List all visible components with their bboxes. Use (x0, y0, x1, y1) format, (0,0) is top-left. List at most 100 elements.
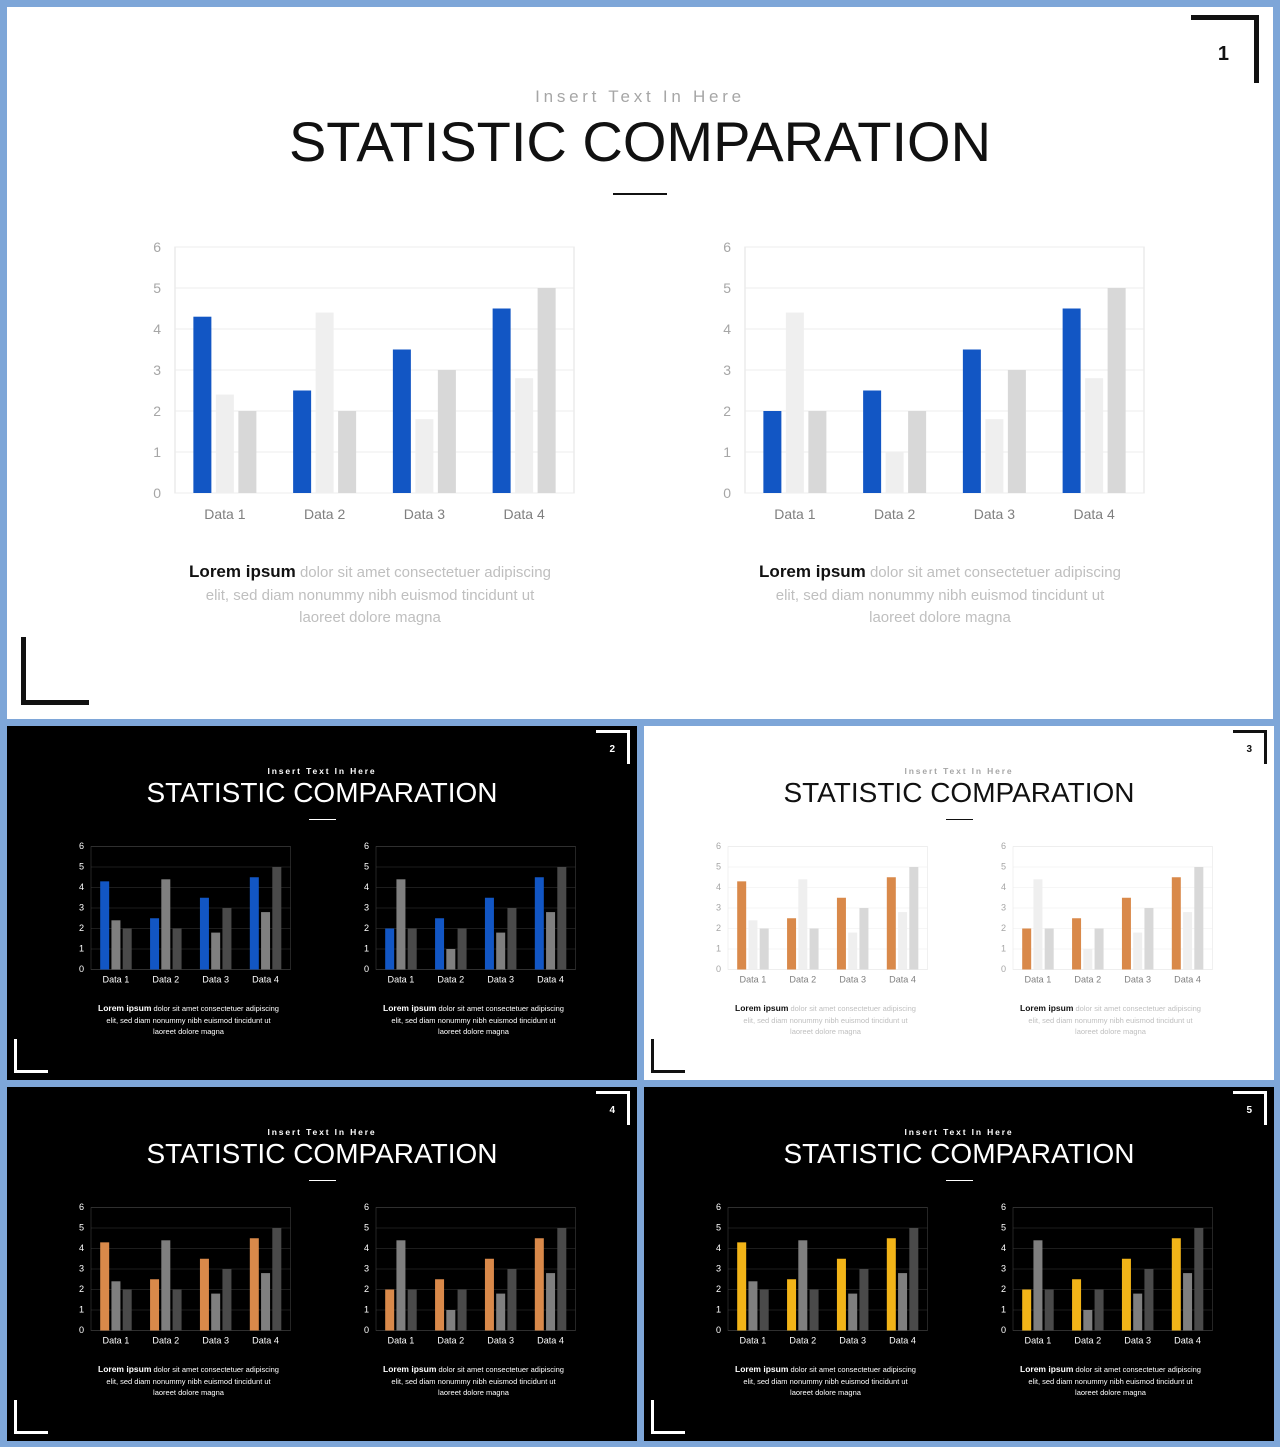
bar-data-2-series-1 (787, 1278, 797, 1330)
x-category-label: Data 3 (839, 1335, 866, 1345)
slide-subtitle: Insert Text In Here (267, 1127, 377, 1137)
x-category-label: Data 2 (437, 974, 464, 984)
x-category-label: Data 4 (1174, 1335, 1201, 1345)
x-category-label: Data 2 (789, 974, 816, 984)
slide-1[interactable]: Insert Text In Here STATISTIC COMPARATION… (7, 7, 1273, 719)
slide-3[interactable]: Insert Text In Here STATISTIC COMPARATION… (644, 726, 1274, 1080)
bar-data-4-series-1 (1171, 1237, 1181, 1330)
caption-lead: Lorem ipsum (759, 562, 866, 581)
bar-data-4-series-3 (1194, 866, 1204, 969)
bar-data-3-series-3 (507, 907, 517, 969)
x-category-label: Data 1 (388, 1335, 415, 1345)
bar-data-2-series-2 (161, 1239, 171, 1330)
bar-data-4-series-3 (909, 866, 919, 969)
y-tick-label: 1 (1001, 943, 1006, 953)
corner-bracket-top-right (1191, 15, 1259, 84)
bar-data-1-series-3 (122, 1289, 132, 1330)
x-category-label: Data 3 (404, 506, 445, 522)
corner-bracket-top-right (1233, 730, 1267, 765)
y-tick-label: 4 (153, 321, 161, 337)
x-category-label: Data 4 (537, 1335, 564, 1345)
caption-lead: Lorem ipsum (98, 1003, 152, 1013)
caption-body: dolor sit amet consectetuer adipiscing e… (106, 1365, 279, 1397)
slide-number: 3 (1246, 744, 1252, 755)
x-category-label: Data 4 (504, 506, 545, 522)
bar-data-2-series-3 (457, 928, 467, 969)
x-category-label: Data 3 (1124, 1335, 1151, 1345)
y-tick-label: 6 (1001, 1202, 1006, 1212)
y-tick-label: 5 (1001, 861, 1006, 871)
bar-data-4-series-1 (886, 1237, 896, 1330)
bar-data-3-series-2 (1133, 1293, 1143, 1330)
bar-data-3-series-1 (199, 897, 209, 969)
caption-body: dolor sit amet consectetuer adipiscing e… (743, 1004, 916, 1036)
bar-data-1-series-1 (100, 880, 110, 969)
bar-chart-1: 0 1 2 3 4 5 6 Data 1 Data 2 Data 3 Data 4 (716, 1202, 928, 1345)
bar-data-3-series-1 (199, 1258, 209, 1330)
bar-data-3-series-3 (1144, 1268, 1154, 1330)
y-tick-label: 2 (79, 923, 84, 933)
bar-data-4-series-1 (249, 876, 259, 969)
bar-data-3-series-2 (415, 419, 434, 493)
corner-bracket-bottom-left (651, 1400, 685, 1434)
bar-data-3-series-3 (222, 907, 232, 969)
bar-data-1-series-3 (808, 411, 827, 493)
y-tick-label: 0 (1001, 964, 1006, 974)
y-tick-label: 1 (716, 943, 721, 953)
bar-chart-2: 0 1 2 3 4 5 6 Data 1 Data 2 Data 3 Data 4 (364, 1202, 576, 1345)
corner-bracket-top-right (1233, 1091, 1267, 1126)
bar-data-2-series-1 (293, 390, 312, 493)
y-tick-label: 6 (716, 1202, 721, 1212)
bar-data-4-series-2 (261, 1272, 271, 1330)
slide-title: STATISTIC COMPARATION (288, 110, 992, 173)
bar-chart-1: 0 1 2 3 4 5 6 Data 1 Data 2 Data 3 Data 4 (153, 239, 575, 522)
y-tick-label: 5 (153, 280, 161, 296)
bar-data-1-series-3 (122, 928, 132, 969)
slide-2[interactable]: Insert Text In Here STATISTIC COMPARATION… (7, 726, 637, 1080)
y-tick-label: 0 (79, 1325, 84, 1335)
y-tick-label: 4 (364, 882, 369, 892)
slide-number: 5 (1246, 1105, 1252, 1116)
y-tick-label: 2 (153, 403, 161, 419)
y-tick-label: 2 (1001, 923, 1006, 933)
bar-data-1-series-3 (238, 411, 257, 493)
x-category-label: Data 2 (152, 974, 179, 984)
bar-data-1-series-2 (748, 919, 758, 969)
slide-5[interactable]: Insert Text In Here STATISTIC COMPARATION… (644, 1087, 1274, 1441)
bar-data-3-series-2 (211, 932, 221, 969)
y-tick-label: 1 (364, 943, 369, 953)
bar-data-4-series-2 (1085, 378, 1104, 493)
x-category-label: Data 1 (774, 506, 815, 522)
slide-subtitle: Insert Text In Here (904, 1127, 1014, 1137)
bar-data-2-series-3 (172, 928, 182, 969)
bar-data-4-series-3 (272, 1227, 282, 1330)
chart-caption-2: Lorem ipsum dolor sit amet consectetuer … (755, 559, 1125, 630)
chart-caption-2: Lorem ipsum dolor sit amet consectetuer … (1018, 1002, 1203, 1037)
corner-bracket-bottom-left (21, 637, 89, 705)
x-category-label: Data 4 (537, 974, 564, 984)
bar-data-3-series-3 (859, 1268, 869, 1330)
bar-chart-2: 0 1 2 3 4 5 6 Data 1 Data 2 Data 3 Data 4 (364, 841, 576, 984)
caption-body: dolor sit amet consectetuer adipiscing e… (1028, 1004, 1201, 1036)
chart-caption-1: Lorem ipsum dolor sit amet consectetuer … (733, 1363, 918, 1398)
x-category-label: Data 3 (487, 974, 514, 984)
caption-lead: Lorem ipsum (383, 1364, 437, 1374)
title-underline (945, 1180, 973, 1181)
slide-4[interactable]: Insert Text In Here STATISTIC COMPARATION… (7, 1087, 637, 1441)
y-tick-label: 5 (79, 1222, 84, 1232)
x-category-label: Data 1 (1025, 974, 1052, 984)
y-tick-label: 1 (716, 1304, 721, 1314)
x-category-label: Data 4 (1074, 506, 1115, 522)
x-category-label: Data 4 (889, 1335, 916, 1345)
bar-data-4-series-3 (1194, 1227, 1204, 1330)
bar-data-1-series-1 (763, 411, 782, 493)
bar-chart-1: 0 1 2 3 4 5 6 Data 1 Data 2 Data 3 Data 4 (716, 841, 928, 984)
chart-caption-1: Lorem ipsum dolor sit amet consectetuer … (185, 559, 555, 630)
bar-data-1-series-3 (759, 1289, 769, 1330)
bar-data-1-series-1 (737, 1241, 747, 1330)
x-category-label: Data 4 (889, 974, 916, 984)
bar-data-3-series-2 (496, 1293, 506, 1330)
bar-chart-2: 0 1 2 3 4 5 6 Data 1 Data 2 Data 3 Data 4 (1001, 1202, 1213, 1345)
bar-data-4-series-2 (515, 378, 534, 493)
y-tick-label: 3 (716, 1263, 721, 1273)
